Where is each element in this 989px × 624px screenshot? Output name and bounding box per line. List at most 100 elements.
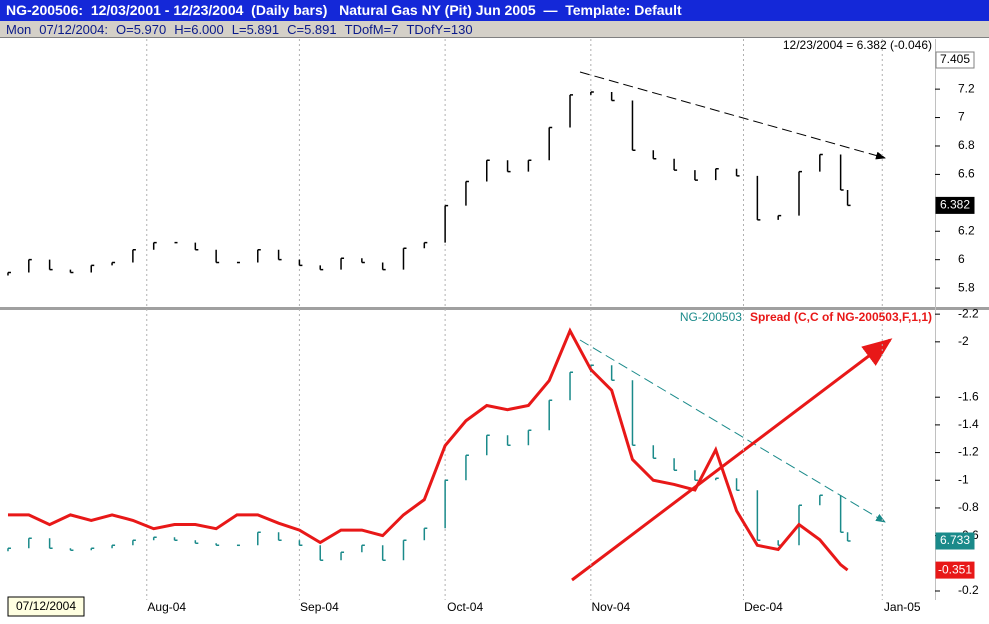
price-bar [194,540,199,545]
price-bar [486,434,490,456]
price-bar [152,241,157,250]
price-bar [694,170,698,181]
last-value-box [935,51,975,69]
price-bar [423,241,428,249]
y-tick-label: 6.8 [958,138,975,152]
trend-line [579,71,886,160]
price-bar [465,180,469,206]
price-bar [846,532,851,542]
price-bar [798,170,802,216]
price-bar [48,259,53,271]
price-bar [819,153,823,172]
last-value-box [935,561,975,579]
price-bar [402,539,407,561]
price-bar [527,159,532,172]
price-bar [340,257,345,270]
y-tick-label: -1.2 [958,445,979,459]
price-bar [694,470,698,482]
x-tick-label: Jan-05 [884,600,921,614]
y-tick-label: 6.2 [958,223,975,237]
price-bar [673,458,678,472]
price-bar [132,248,136,263]
price-bar [506,435,511,447]
x-tick-label: Sep-04 [300,600,339,614]
y-tick-label: -2 [958,334,969,348]
price-bar [69,269,74,274]
price-bar [257,531,261,546]
price-bar [361,258,365,264]
price-bar [839,495,844,534]
price-bar [69,548,74,552]
y-tick-label: -0.6 [958,528,979,542]
y-tick-label: 6 [958,252,965,266]
last-value: 7.405 [940,52,970,66]
price-bar [298,259,303,267]
price-bar [319,545,324,562]
price-bar [465,454,469,481]
price-bar [257,248,261,263]
price-bar [777,540,782,547]
info-field: 07/12/2004: [39,22,108,37]
price-bar [527,429,532,446]
price-bar [610,91,615,102]
price-bar [402,247,407,270]
price-bar [756,490,761,542]
y-tick-label: 5.8 [958,280,975,294]
price-bar [7,547,11,552]
price-bar [48,538,53,550]
info-field: H=6.000 [174,22,224,37]
last-value: 6.733 [940,533,970,547]
y-tick-label: 6.6 [958,167,975,181]
info-bar: Mon 07/12/2004: O=5.970 H=6.000 L=5.891 C=5.8… [0,21,989,38]
y-tick-label: -0.8 [958,500,979,514]
y-tick-label: -1.4 [958,417,979,431]
price-bar [194,242,199,251]
last-value-box [935,196,975,214]
price-bar [361,544,365,553]
date-box [7,596,85,617]
price-bar [90,547,95,551]
price-bar [652,150,657,160]
status-text: 12/23/2004 = 6.382 (-0.046) [783,38,932,52]
info-field: O=5.970 [115,22,167,37]
y-tick-label: 7.2 [958,81,975,95]
price-bar [673,158,678,171]
last-value: -0.351 [938,562,972,576]
info-field: Mon [6,22,32,37]
price-bar [215,249,220,264]
y-tick-label: -0.2 [958,583,979,597]
y-tick-label: -1.6 [958,389,979,403]
info-field: L=5.891 [231,22,280,37]
price-bar [444,204,449,243]
x-tick-label: Oct-04 [447,600,483,614]
price-bar [173,537,178,542]
price-bar [569,94,574,128]
y-tick-label: -2.2 [958,306,979,320]
plot-bg [0,39,989,624]
price-bar [506,160,511,173]
price-bar [610,365,615,382]
price-bar [548,399,553,431]
price-bar [340,551,345,561]
price-bar [381,262,386,271]
price-bar [444,479,449,529]
trend-line [571,338,893,582]
price-bar [28,258,32,273]
price-bar [111,261,116,266]
price-bar [569,371,574,401]
price-bar [28,537,32,549]
x-tick-label: Aug-04 [147,600,186,614]
price-bar [111,544,116,549]
price-bar [631,100,636,151]
price-bar [839,154,844,191]
legend-entry: NG-200503 [680,310,742,324]
legend-entry: Spread (C,C of NG-200503,F,1,1) [750,310,932,324]
info-field: TDofY=130 [406,22,473,37]
price-bar [590,91,594,95]
price-bar [277,532,282,542]
price-bar [714,167,719,181]
price-bar [735,478,740,492]
price-bar [90,264,95,273]
price-bar [298,540,303,547]
